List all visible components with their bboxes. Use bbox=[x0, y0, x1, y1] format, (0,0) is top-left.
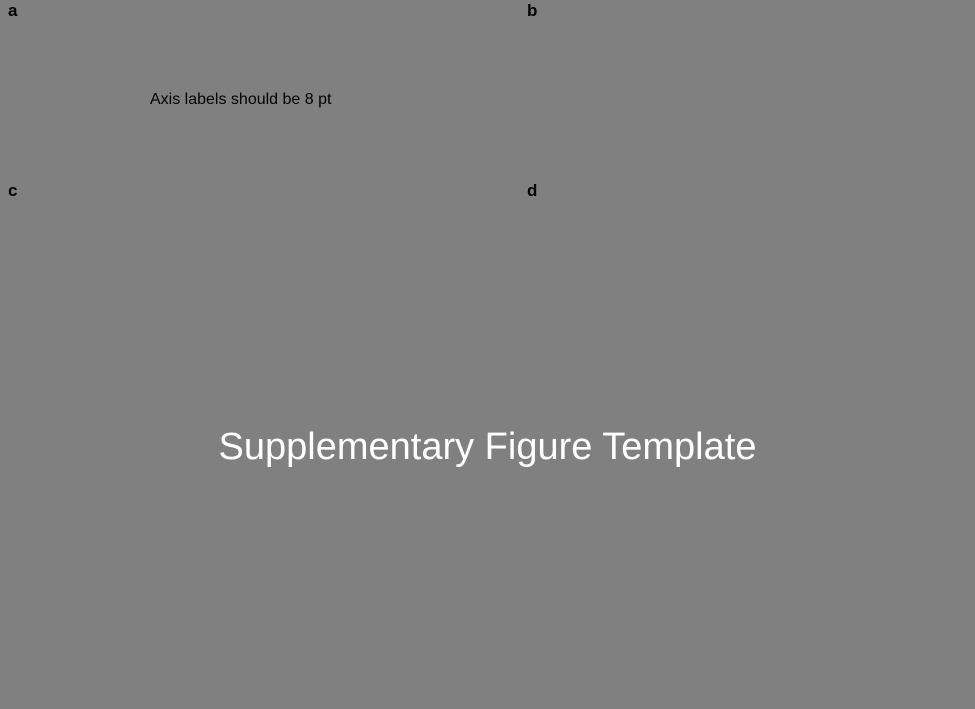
panel-label-c: c bbox=[8, 181, 18, 200]
panel-label-a: a bbox=[8, 1, 18, 20]
template-title: Supplementary Figure Template bbox=[218, 426, 757, 468]
panel-label-d: d bbox=[527, 181, 538, 200]
panel-label-b: b bbox=[527, 1, 538, 20]
axis-label-note: Axis labels should be 8 pt bbox=[150, 91, 332, 108]
